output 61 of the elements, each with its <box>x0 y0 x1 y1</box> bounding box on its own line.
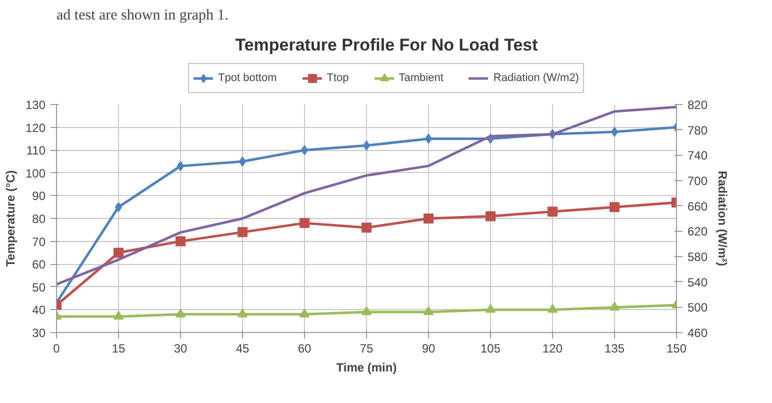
legend-label: Tpot bottom <box>218 72 277 84</box>
x-tick-label: 60 <box>298 342 312 356</box>
text: ad test are shown in graph 1. <box>56 8 229 24</box>
point <box>548 206 558 217</box>
point <box>362 306 372 316</box>
point <box>114 248 124 258</box>
legend-label: Radiation (W/m2) <box>493 72 579 84</box>
point <box>238 227 248 238</box>
point <box>114 310 124 320</box>
x-tick-label: 90 <box>422 342 436 356</box>
y2-tick-label: 580 <box>688 250 708 264</box>
x-tick-label: 75 <box>360 342 374 356</box>
point <box>610 202 620 212</box>
y-tick-label: 110 <box>26 144 46 158</box>
point <box>486 211 496 222</box>
y2-tick-label: 540 <box>688 275 708 290</box>
point <box>239 156 246 166</box>
y2-tick-label: 660 <box>688 199 708 214</box>
y-tick-label: 40 <box>32 303 46 318</box>
y2-tick-label: 500 <box>688 300 708 315</box>
y2-axis-title: Radiation (W/m²) <box>716 170 730 266</box>
legend-label: Tambient <box>398 72 444 84</box>
point <box>424 306 434 316</box>
x-tick-label: 45 <box>236 342 250 356</box>
x-tick-label: 135 <box>604 342 625 356</box>
point <box>176 236 186 246</box>
x-tick-label: 15 <box>112 342 126 356</box>
y2-tick-label: 820 <box>688 98 708 112</box>
point <box>610 302 620 311</box>
point <box>486 304 496 313</box>
y2-tick-label: 460 <box>688 326 708 340</box>
x-axis-title: Time (min) <box>336 360 397 374</box>
x-tick-label: 30 <box>174 342 188 356</box>
point <box>176 308 186 318</box>
y-axis-title: Temperature (°C) <box>3 170 18 267</box>
point <box>300 308 310 318</box>
chart-title: Temperature Profile For No Load Test <box>235 36 538 54</box>
y-tick-label: 60 <box>32 258 46 272</box>
point <box>362 222 372 233</box>
y-tick-label: 70 <box>32 234 46 249</box>
y-tick-label: 120 <box>25 120 46 135</box>
x-tick-label: 150 <box>666 342 687 356</box>
x-tick-label: 0 <box>53 342 60 356</box>
y2-tick-label: 700 <box>688 174 708 188</box>
legend-label: Ttop <box>326 72 349 84</box>
y-tick-label: 50 <box>32 280 46 294</box>
y-tick-label: 90 <box>32 189 46 204</box>
y-tick-label: 100 <box>25 166 46 180</box>
y2-tick-label: 740 <box>688 148 708 163</box>
point <box>548 304 558 313</box>
point <box>300 218 310 228</box>
y-tick-label: 130 <box>25 98 46 112</box>
y2-tick-label: 780 <box>688 123 708 138</box>
y-tick-label: 30 <box>32 326 46 340</box>
x-tick-label: 120 <box>542 342 563 356</box>
point <box>238 308 248 318</box>
y-tick-label: 80 <box>32 212 46 226</box>
y2-tick-label: 620 <box>688 224 708 239</box>
point <box>424 214 434 224</box>
line-series <box>56 106 676 286</box>
x-tick-label: 105 <box>480 342 501 356</box>
